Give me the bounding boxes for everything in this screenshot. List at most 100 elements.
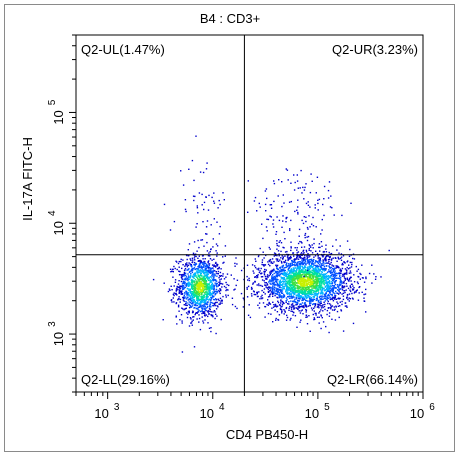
- event-dot: [202, 284, 204, 286]
- event-dot: [300, 282, 303, 284]
- event-dot: [196, 287, 198, 289]
- event-dot: [200, 304, 202, 306]
- event-dot: [198, 291, 201, 293]
- event-dot: [280, 270, 282, 272]
- event-dot: [227, 289, 229, 291]
- event-dot: [178, 310, 180, 312]
- event-dot: [274, 278, 277, 281]
- event-dot: [331, 207, 333, 209]
- event-dot: [320, 268, 322, 270]
- event-dot: [207, 306, 209, 308]
- event-dot: [194, 287, 196, 290]
- event-dot: [263, 291, 265, 293]
- event-dot: [312, 278, 314, 280]
- event-dot: [184, 293, 186, 295]
- event-dot: [204, 293, 206, 295]
- event-dot: [307, 286, 309, 288]
- event-dot: [193, 316, 195, 318]
- event-dot: [199, 263, 201, 265]
- event-dot: [315, 268, 317, 270]
- event-dot: [289, 255, 292, 258]
- event-dot: [314, 294, 316, 296]
- event-dot: [289, 290, 292, 292]
- event-dot: [270, 283, 272, 285]
- event-dot: [303, 282, 305, 284]
- event-dot: [295, 298, 298, 300]
- event-dot: [179, 319, 181, 321]
- event-dot: [211, 293, 213, 295]
- event-dot: [290, 241, 292, 243]
- event-dot: [209, 293, 212, 295]
- event-dot: [292, 277, 295, 279]
- event-dot: [279, 240, 281, 242]
- event-dot: [288, 297, 291, 299]
- event-dot: [295, 296, 297, 299]
- event-dot: [283, 296, 285, 299]
- event-dot: [217, 264, 219, 266]
- event-dot: [258, 291, 260, 293]
- event-dot: [318, 271, 320, 273]
- event-dot: [319, 250, 321, 252]
- event-dot: [350, 272, 352, 274]
- event-dot: [316, 295, 319, 298]
- event-dot: [265, 277, 268, 280]
- event-dot: [276, 288, 278, 291]
- event-dot: [330, 261, 332, 264]
- event-dot: [275, 274, 278, 276]
- event-dot: [292, 300, 294, 303]
- event-dot: [203, 201, 206, 204]
- event-dot: [333, 282, 336, 284]
- event-dot: [281, 290, 283, 292]
- event-dot: [331, 305, 334, 307]
- event-dot: [185, 210, 187, 213]
- event-dot: [190, 264, 192, 266]
- event-dot: [300, 276, 303, 278]
- event-dot: [322, 203, 324, 206]
- event-dot: [178, 292, 180, 294]
- event-dot: [317, 275, 320, 277]
- event-dot: [351, 283, 353, 285]
- event-dot: [205, 196, 207, 198]
- event-dot: [185, 283, 188, 285]
- event-dot: [201, 271, 203, 273]
- event-dot: [292, 282, 294, 284]
- event-dot: [193, 287, 195, 289]
- event-dot: [192, 267, 195, 270]
- event-dot: [193, 288, 195, 291]
- event-dot: [302, 274, 304, 276]
- event-dot: [349, 267, 351, 269]
- event-dot: [275, 290, 278, 292]
- event-dot: [202, 280, 204, 282]
- event-dot: [330, 306, 333, 308]
- event-dot: [309, 266, 311, 268]
- event-dot: [189, 263, 191, 265]
- event-dot: [304, 304, 306, 306]
- event-dot: [214, 294, 216, 296]
- event-dot: [320, 281, 322, 283]
- event-dot: [212, 267, 214, 269]
- event-dot: [301, 299, 303, 302]
- event-dot: [296, 255, 298, 257]
- event-dot: [339, 305, 341, 307]
- x-axis: 10 3 10 4 10 5 10 6: [75, 392, 435, 421]
- event-dot: [206, 292, 208, 295]
- event-dot: [342, 255, 345, 257]
- event-dot: [306, 269, 309, 272]
- event-dot: [219, 297, 222, 300]
- event-dot: [191, 266, 193, 268]
- event-dot: [290, 300, 292, 302]
- event-dot: [313, 280, 315, 282]
- event-dot: [332, 287, 334, 289]
- event-dot: [320, 282, 323, 284]
- event-dot: [191, 267, 194, 270]
- event-dot: [213, 202, 216, 204]
- event-dot: [202, 266, 205, 268]
- event-dot: [352, 285, 354, 287]
- event-dot: [324, 303, 326, 306]
- event-dot: [305, 279, 307, 281]
- event-dot: [339, 272, 342, 274]
- event-dot: [288, 273, 290, 275]
- event-dot: [209, 270, 211, 273]
- event-dot: [204, 281, 206, 283]
- event-dot: [323, 287, 325, 290]
